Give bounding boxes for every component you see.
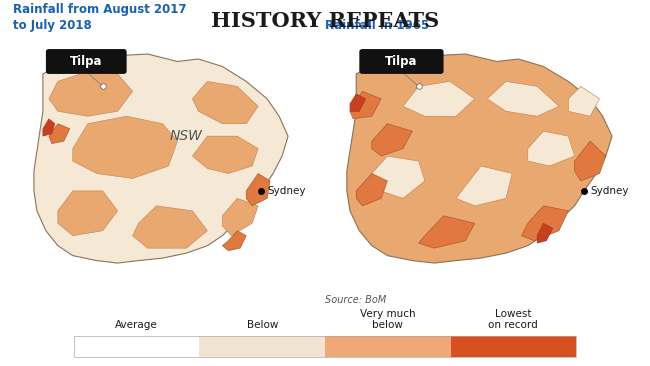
Polygon shape — [34, 54, 288, 263]
Bar — [200, 336, 325, 357]
Polygon shape — [133, 206, 207, 248]
Text: Source: BoM: Source: BoM — [325, 295, 386, 306]
Text: Tilpa: Tilpa — [385, 55, 418, 68]
Polygon shape — [73, 116, 177, 179]
Polygon shape — [537, 223, 552, 243]
Polygon shape — [222, 198, 258, 236]
Polygon shape — [49, 124, 70, 143]
Polygon shape — [403, 81, 474, 116]
FancyBboxPatch shape — [46, 49, 127, 74]
Polygon shape — [246, 173, 270, 206]
Polygon shape — [58, 191, 118, 236]
Text: NSW: NSW — [170, 129, 203, 143]
Polygon shape — [347, 54, 612, 263]
Text: Rainfall in 1965: Rainfall in 1965 — [325, 19, 429, 31]
Polygon shape — [488, 81, 559, 116]
Polygon shape — [456, 166, 512, 206]
Text: HISTORY REPEATS: HISTORY REPEATS — [211, 11, 439, 31]
Polygon shape — [192, 136, 258, 173]
Polygon shape — [43, 119, 55, 136]
Polygon shape — [419, 216, 474, 248]
Text: Sydney: Sydney — [267, 186, 306, 196]
Bar — [74, 336, 576, 357]
Text: Lowest
on record: Lowest on record — [489, 309, 538, 330]
Polygon shape — [372, 124, 412, 156]
Polygon shape — [356, 173, 387, 206]
Polygon shape — [521, 206, 568, 241]
Polygon shape — [575, 141, 606, 181]
FancyBboxPatch shape — [359, 49, 443, 74]
Text: Tilpa: Tilpa — [70, 55, 103, 68]
Polygon shape — [350, 92, 381, 119]
Text: Sydney: Sydney — [590, 186, 629, 196]
Polygon shape — [528, 131, 575, 166]
Bar — [74, 336, 200, 357]
Polygon shape — [192, 81, 258, 124]
Bar — [450, 336, 576, 357]
Text: Very much
below: Very much below — [360, 309, 415, 330]
Bar — [325, 336, 450, 357]
Polygon shape — [49, 71, 133, 116]
Polygon shape — [350, 94, 365, 111]
Text: Below: Below — [246, 320, 278, 330]
Polygon shape — [568, 86, 599, 116]
Polygon shape — [222, 231, 246, 251]
Text: Rainfall from August 2017
to July 2018: Rainfall from August 2017 to July 2018 — [13, 3, 187, 31]
Polygon shape — [372, 156, 425, 198]
Text: Average: Average — [115, 320, 158, 330]
